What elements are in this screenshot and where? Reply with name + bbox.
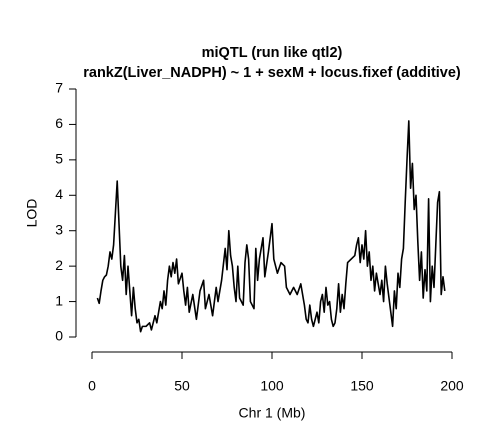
y-tick-label: 5 [55, 151, 63, 167]
x-tick-label: 200 [440, 378, 464, 394]
lod-line [96, 120, 446, 333]
x-tick-label: 50 [174, 378, 190, 394]
y-tick-label: 6 [55, 115, 63, 131]
y-tick-label: 4 [55, 186, 63, 202]
chart-subtitle: rankZ(Liver_NADPH) ~ 1 + sexM + locus.fi… [83, 65, 461, 81]
x-tick-label: 0 [88, 378, 96, 394]
x-tick-label: 150 [350, 378, 374, 394]
chart-title: miQTL (run like qtl2) [202, 45, 343, 61]
y-tick-label: 0 [55, 328, 63, 344]
y-axis-label: LOD [24, 199, 40, 228]
x-axis-label: Chr 1 (Mb) [239, 405, 306, 421]
y-tick-label: 3 [55, 221, 63, 237]
y-tick-label: 7 [55, 80, 63, 96]
y-tick-label: 1 [55, 292, 63, 308]
y-tick-label: 2 [55, 257, 63, 273]
x-tick-label: 100 [260, 378, 284, 394]
